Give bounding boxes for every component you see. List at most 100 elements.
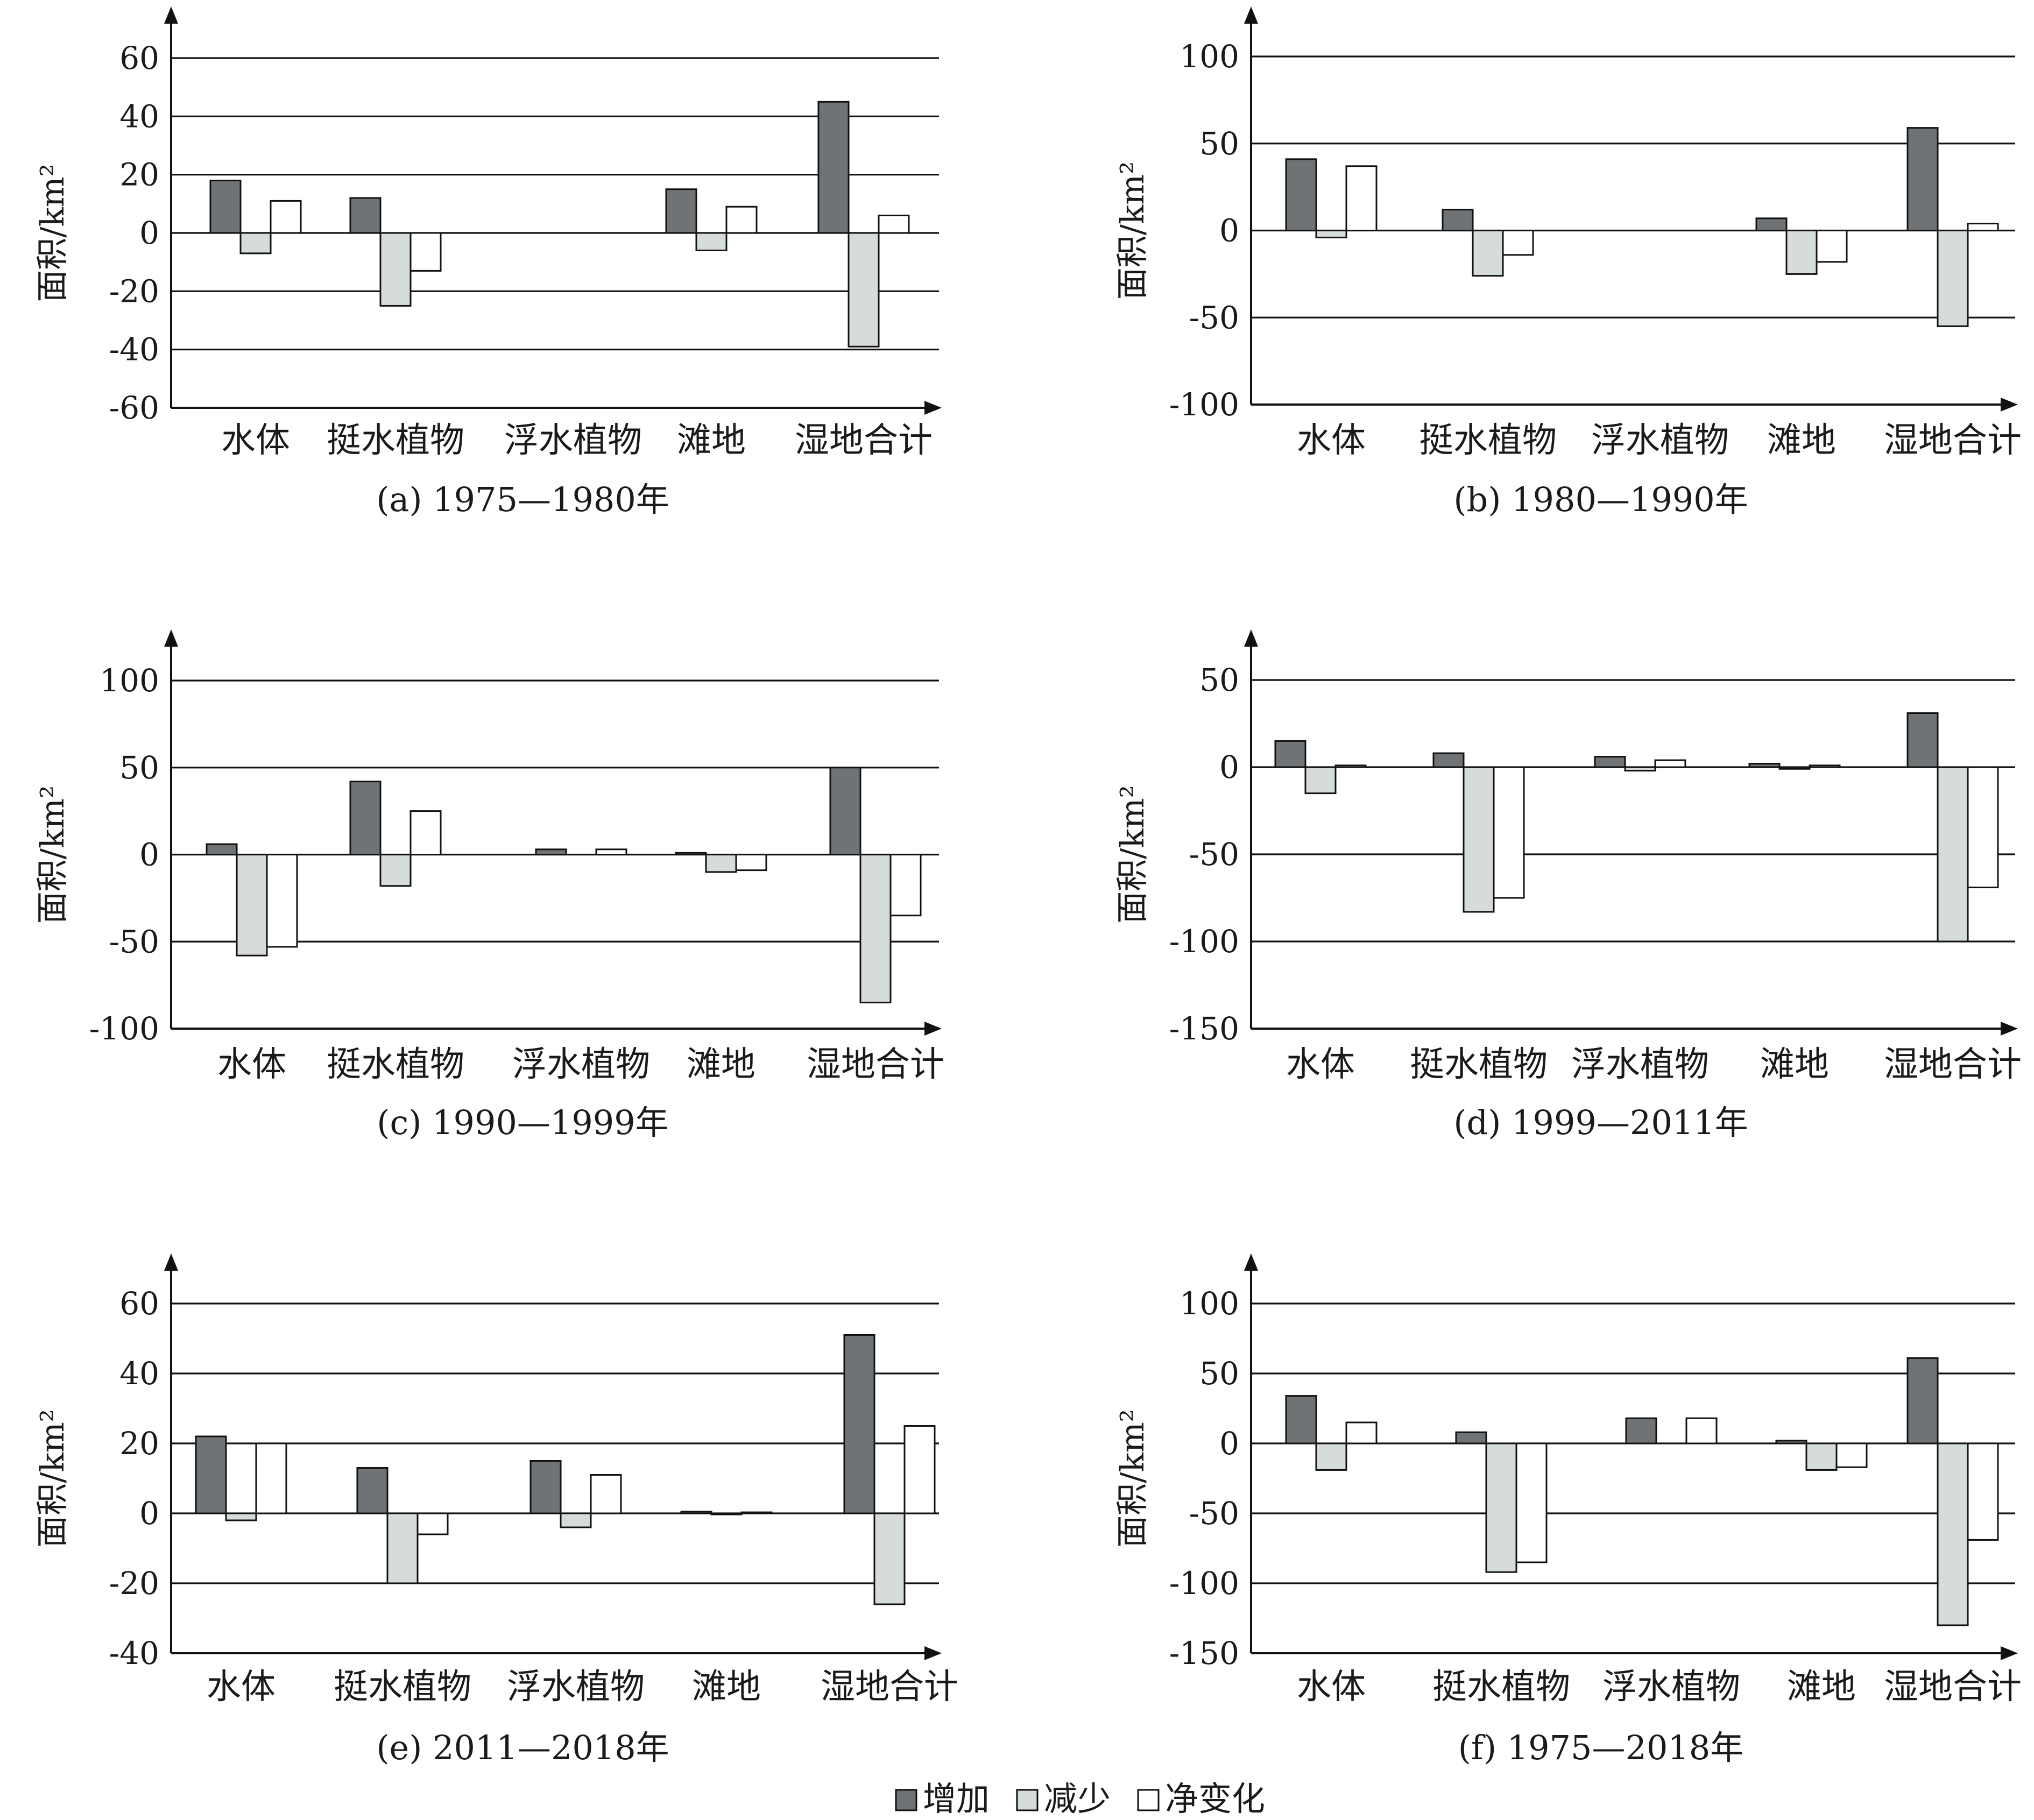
bar-减少 xyxy=(1778,766,1811,770)
y-axis-label: 面积/km² xyxy=(1114,161,1152,300)
panel-caption: (f) 1975—2018年 xyxy=(1458,1728,1744,1767)
bar-减少 xyxy=(379,854,412,887)
category-label: 湿地合计 xyxy=(1884,1045,2022,1085)
legend: 增加 减少 净变化 xyxy=(895,1779,1265,1818)
bar-增加 xyxy=(1906,712,1939,768)
y-tick-label: 0 xyxy=(1219,1425,1239,1462)
bar-净变化 xyxy=(889,854,922,917)
bar-增加 xyxy=(675,852,707,856)
category-label: 浮水植物 xyxy=(1571,1045,1709,1085)
bar-减少 xyxy=(560,1512,592,1528)
bar-减少 xyxy=(386,1512,419,1584)
bar-净变化 xyxy=(1835,1442,1868,1468)
bar-净变化 xyxy=(416,1512,449,1535)
bar-净变化 xyxy=(1515,1442,1548,1563)
legend-swatch-净变化 xyxy=(1137,1789,1160,1811)
category-label: 湿地合计 xyxy=(807,1045,944,1085)
y-tick-label: -20 xyxy=(109,1565,159,1602)
bar-增加 xyxy=(206,843,238,855)
bar-净变化 xyxy=(595,848,627,856)
y-tick-label: -50 xyxy=(1189,299,1239,336)
bar-净变化 xyxy=(1816,230,1848,263)
bar-增加 xyxy=(1285,158,1317,231)
bar-净变化 xyxy=(1967,766,1999,889)
bar-减少 xyxy=(1304,766,1337,795)
y-tick-label: 60 xyxy=(119,40,159,76)
y-axis-label: 面积/km² xyxy=(34,164,72,302)
panel-caption: (b) 1980—1990年 xyxy=(1453,480,1748,519)
y-tick-label: 50 xyxy=(1199,125,1239,162)
category-label: 水体 xyxy=(217,1045,286,1085)
bar-减少 xyxy=(236,854,268,957)
y-tick-label: -100 xyxy=(1169,923,1239,960)
y-tick-label: -150 xyxy=(1169,1635,1239,1672)
bar-增加 xyxy=(1906,1357,1939,1444)
y-axis-label: 面积/km² xyxy=(34,1409,72,1548)
category-label: 湿地合计 xyxy=(1884,1667,2022,1707)
category-label: 挺水植物 xyxy=(327,1045,464,1085)
bar-增加 xyxy=(1755,217,1788,232)
bar-增加 xyxy=(1274,740,1306,768)
x-axis-arrow xyxy=(924,1022,942,1036)
bar-净变化 xyxy=(1334,764,1367,768)
bar-净变化 xyxy=(1493,766,1525,899)
y-axis-arrow xyxy=(164,6,178,24)
category-label: 滩地 xyxy=(677,421,746,461)
category-label: 水体 xyxy=(1297,421,1366,461)
y-tick-label: -100 xyxy=(1169,1565,1239,1602)
bar-净变化 xyxy=(740,1511,773,1514)
category-label: 滩地 xyxy=(1767,421,1836,461)
category-label: 浮水植物 xyxy=(507,1667,645,1707)
category-label: 挺水植物 xyxy=(327,421,464,461)
x-axis-arrow xyxy=(924,1646,942,1660)
y-tick-label: 0 xyxy=(1219,749,1239,785)
bar-增加 xyxy=(1775,1440,1807,1444)
legend-label: 净变化 xyxy=(1165,1779,1265,1818)
bar-增加 xyxy=(665,188,697,234)
category-label: 水体 xyxy=(1297,1667,1366,1707)
panel-caption: (a) 1975—1980年 xyxy=(376,480,669,519)
y-tick-label: 0 xyxy=(139,215,159,251)
y-tick-label: -150 xyxy=(1169,1010,1239,1047)
legend-label: 增加 xyxy=(923,1779,990,1818)
category-label: 滩地 xyxy=(687,1045,755,1085)
bar-减少 xyxy=(1937,1442,1969,1626)
bar-净变化 xyxy=(1967,1442,1999,1541)
chart-panel-2: -100 -50 0 50 100 水体 挺水植物 浮水植物 滩地 湿地合计 面积/km² (c) 1… xyxy=(34,629,944,1142)
legend-swatch-增加 xyxy=(895,1789,917,1811)
bar-增加 xyxy=(349,781,382,855)
bar-减少 xyxy=(1937,230,1969,327)
bar-减少 xyxy=(379,232,412,307)
bar-净变化 xyxy=(1654,759,1686,768)
bar-净变化 xyxy=(1809,764,1841,768)
category-label: 水体 xyxy=(207,1667,276,1707)
y-tick-label: 40 xyxy=(119,98,159,134)
x-axis-arrow xyxy=(924,401,942,415)
bar-减少 xyxy=(859,854,892,1003)
y-tick-label: 0 xyxy=(1219,213,1239,249)
bar-净变化 xyxy=(255,1442,287,1514)
y-tick-label: 40 xyxy=(119,1355,159,1392)
y-tick-label: 100 xyxy=(1180,1285,1239,1322)
bar-净变化 xyxy=(266,854,298,948)
y-axis-arrow xyxy=(1244,629,1258,647)
bar-增加 xyxy=(1748,763,1781,768)
category-label: 挺水植物 xyxy=(1410,1045,1548,1085)
y-tick-label: 100 xyxy=(1180,38,1239,75)
bar-减少 xyxy=(695,232,728,251)
bar-净变化 xyxy=(735,854,767,872)
category-label: 水体 xyxy=(221,421,290,461)
category-label: 滩地 xyxy=(1760,1045,1829,1085)
bar-增加 xyxy=(535,848,567,856)
y-tick-label: 0 xyxy=(139,837,159,873)
y-tick-label: -100 xyxy=(1169,386,1239,423)
bar-减少 xyxy=(873,1512,906,1605)
y-tick-label: 50 xyxy=(1199,662,1239,698)
category-label: 浮水植物 xyxy=(1591,421,1729,461)
bar-减少 xyxy=(239,232,272,254)
bar-减少 xyxy=(1315,230,1347,238)
category-label: 滩地 xyxy=(1787,1667,1856,1707)
panel-caption: (c) 1990—1999年 xyxy=(377,1103,668,1142)
x-axis-arrow xyxy=(2001,398,2018,412)
